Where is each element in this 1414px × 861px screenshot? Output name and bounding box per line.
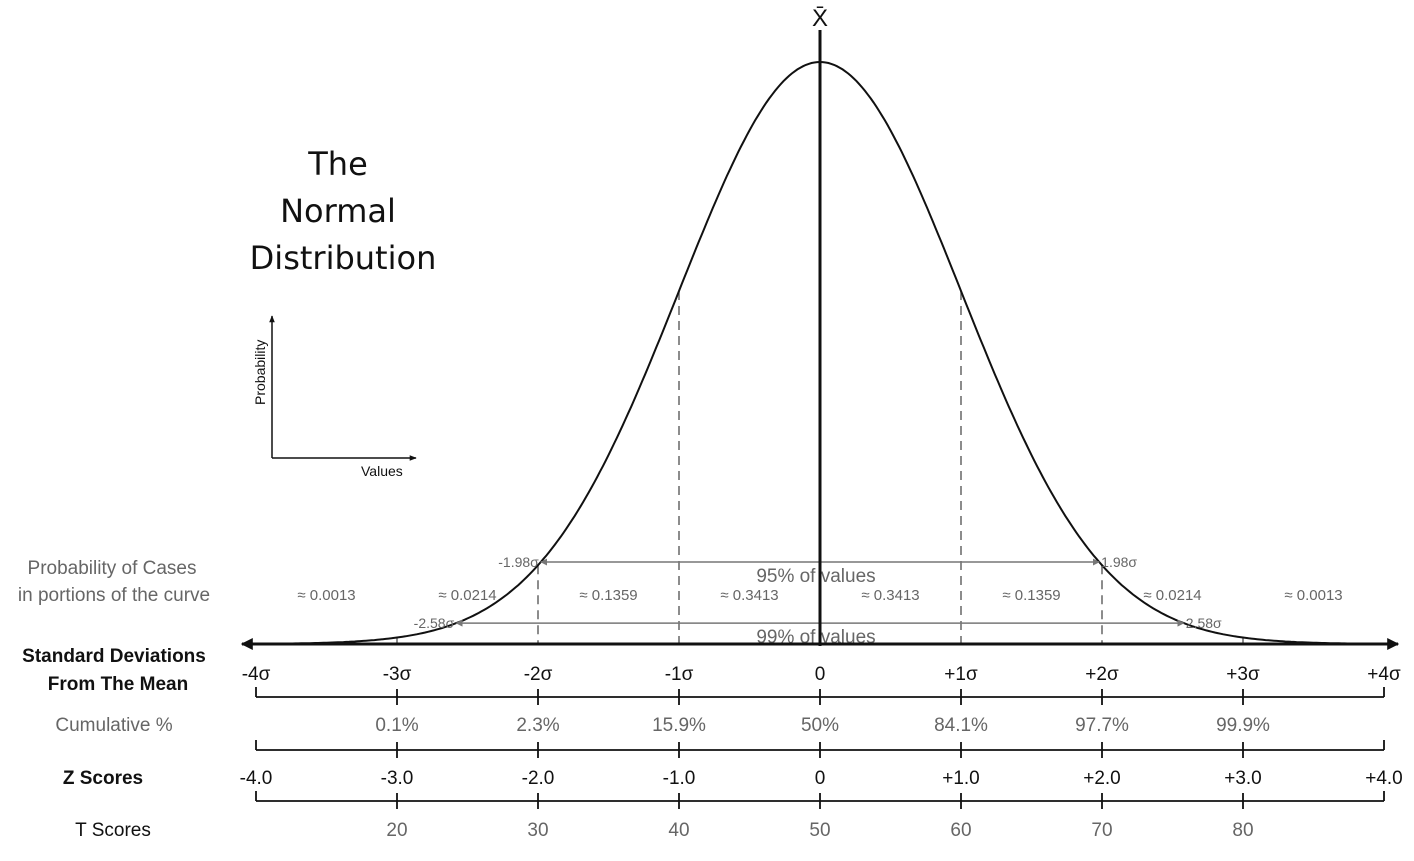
z-score-values: -4.0 -3.0 -2.0 -1.0 0 +1.0 +2.0 +3.0 +4.0	[240, 768, 1403, 789]
z-score-bracket	[255, 791, 1385, 809]
svg-text:From The Mean: From The Mean	[48, 674, 188, 695]
z-score-value: +1.0	[942, 768, 980, 789]
title-line-1: The	[307, 145, 368, 183]
interval-right-label: 1.98σ	[1101, 554, 1137, 570]
cumulative-value: 0.1%	[375, 715, 418, 736]
portion-value: ≈ 0.0013	[297, 587, 355, 604]
std-dev-tick: +3σ	[1226, 664, 1260, 685]
interval-right-label: 2.58σ	[1186, 615, 1222, 631]
title-line-2: Normal	[280, 192, 396, 230]
t-scores-label: T Scores	[75, 820, 151, 841]
interval-left-label: -1.98σ	[498, 554, 539, 570]
title-line-3: Distribution	[250, 239, 437, 277]
cumulative-value: 15.9%	[652, 715, 706, 736]
interval-0: -1.98σ 1.98σ 95% of values	[498, 554, 1137, 587]
std-dev-tick: -2σ	[524, 664, 553, 685]
z-score-value: +4.0	[1365, 768, 1403, 789]
cumulative-value: 97.7%	[1075, 715, 1129, 736]
std-dev-tick: -3σ	[383, 664, 412, 685]
z-score-value: -1.0	[663, 768, 696, 789]
cumulative-value: 50%	[801, 715, 839, 736]
svg-text:in portions of the curve: in portions of the curve	[18, 585, 210, 606]
z-score-value: -4.0	[240, 768, 273, 789]
t-score-value: 80	[1232, 820, 1253, 841]
portion-value: ≈ 0.1359	[579, 587, 637, 604]
std-dev-tick: +4σ	[1367, 664, 1401, 685]
portion-values: ≈ 0.0013 ≈ 0.0214 ≈ 0.1359 ≈ 0.3413 ≈ 0.3413…	[297, 587, 1342, 604]
mean-symbol: X̄	[812, 5, 828, 32]
inset-y-label: Probability	[252, 340, 268, 405]
cumulative-bracket	[255, 740, 1385, 758]
t-score-value: 40	[668, 820, 689, 841]
std-dev-bracket	[255, 687, 1385, 705]
portion-value: ≈ 0.3413	[861, 587, 919, 604]
std-devs-label: Standard Deviations From The Mean	[22, 646, 206, 695]
svg-text:Probability of Cases: Probability of Cases	[28, 558, 197, 579]
z-score-value: 0	[815, 768, 826, 789]
portion-value: ≈ 0.0214	[438, 587, 496, 604]
portions-label: Probability of Cases in portions of the …	[18, 558, 210, 606]
interval-center-label: 95% of values	[756, 566, 875, 587]
std-dev-tick: -4σ	[242, 664, 271, 685]
z-score-value: -2.0	[522, 768, 555, 789]
portion-value: ≈ 0.0013	[1284, 587, 1342, 604]
inset-x-label: Values	[361, 463, 403, 479]
t-score-value: 70	[1091, 820, 1112, 841]
std-dev-tick: 0	[815, 664, 826, 685]
portion-value: ≈ 0.3413	[720, 587, 778, 604]
cumulative-value: 84.1%	[934, 715, 988, 736]
z-scores-label: Z Scores	[63, 768, 143, 789]
t-score-value: 30	[527, 820, 548, 841]
t-score-values: 20 30 40 50 60 70 80	[386, 820, 1253, 841]
svg-text:Standard Deviations: Standard Deviations	[22, 646, 206, 667]
z-score-value: +3.0	[1224, 768, 1262, 789]
score-rows: ≈ 0.0013 ≈ 0.0214 ≈ 0.1359 ≈ 0.3413 ≈ 0.3413…	[240, 587, 1403, 841]
std-dev-ticks: -4σ -3σ -2σ -1σ 0 +1σ +2σ +3σ +4σ	[242, 664, 1401, 685]
t-score-value: 20	[386, 820, 407, 841]
portion-value: ≈ 0.0214	[1143, 587, 1201, 604]
z-score-value: -3.0	[381, 768, 414, 789]
cumulative-value: 2.3%	[516, 715, 559, 736]
std-dev-tick: -1σ	[665, 664, 694, 685]
std-dev-tick: +1σ	[944, 664, 978, 685]
inset-axes: Probability Values	[252, 315, 417, 479]
cumulative-label: Cumulative %	[55, 715, 172, 736]
interval-left-label: -2.58σ	[414, 615, 455, 631]
portion-value: ≈ 0.1359	[1002, 587, 1060, 604]
cumulative-value: 99.9%	[1216, 715, 1270, 736]
z-score-value: +2.0	[1083, 768, 1121, 789]
t-score-value: 50	[809, 820, 830, 841]
t-score-value: 60	[950, 820, 971, 841]
std-dev-tick: +2σ	[1085, 664, 1119, 685]
diagram-title: The Normal Distribution	[250, 145, 437, 277]
cumulative-values: 0.1% 2.3% 15.9% 50% 84.1% 97.7% 99.9%	[375, 715, 1270, 736]
